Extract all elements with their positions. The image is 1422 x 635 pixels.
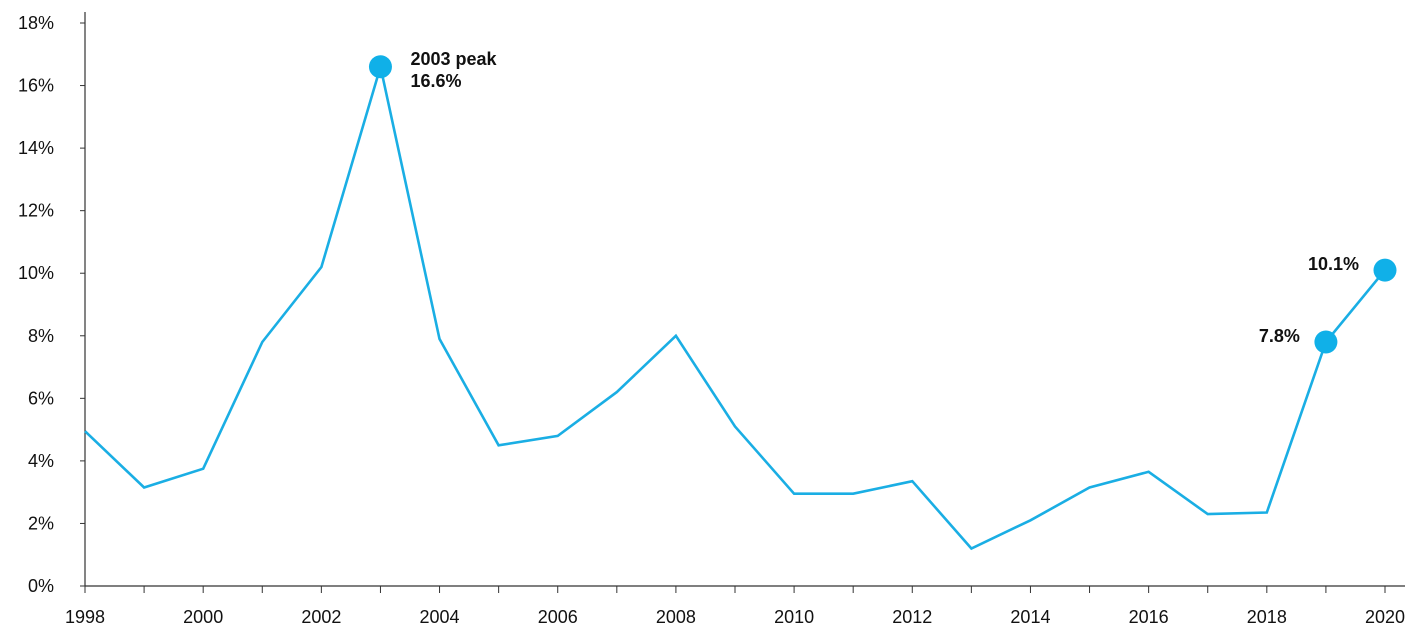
x-tick-label: 2012	[892, 607, 932, 627]
y-tick-label: 18%	[18, 13, 54, 33]
x-tick-label: 2002	[301, 607, 341, 627]
x-tick-label: 2016	[1129, 607, 1169, 627]
x-tick-label: 2014	[1010, 607, 1050, 627]
x-tick-label: 2020	[1365, 607, 1405, 627]
y-tick-label: 12%	[18, 201, 54, 221]
x-tick-label: 2006	[538, 607, 578, 627]
highlight-point	[1314, 330, 1338, 354]
highlight-point	[1373, 258, 1397, 282]
x-tick-label: 2004	[420, 607, 460, 627]
y-tick-label: 4%	[28, 451, 54, 471]
y-tick-label: 16%	[18, 76, 54, 96]
annotation-label: 2003 peak	[410, 49, 497, 69]
annotation-label: 7.8%	[1259, 326, 1300, 346]
y-tick-label: 6%	[28, 388, 54, 408]
y-tick-label: 8%	[28, 326, 54, 346]
y-tick-label: 2%	[28, 513, 54, 533]
series-line	[84, 66, 1387, 551]
x-tick-label: 1998	[65, 607, 105, 627]
y-tick-label: 14%	[18, 138, 54, 158]
x-tick-label: 2000	[183, 607, 223, 627]
highlight-point	[368, 55, 392, 79]
annotation-label: 16.6%	[410, 71, 461, 91]
annotation-label: 10.1%	[1308, 254, 1359, 274]
y-tick-label: 0%	[28, 576, 54, 596]
x-axis: 1998 2000 2002 2004 2006 2008 2010 2012 2014 2016…	[65, 585, 1405, 627]
y-tick-label: 10%	[18, 263, 54, 283]
y-axis: 0% 2% 4% 6% 8% 10% 12% 14% 16% 18%	[18, 12, 86, 596]
series-layer	[84, 66, 1387, 551]
x-tick-label: 2018	[1247, 607, 1287, 627]
x-tick-label: 2008	[656, 607, 696, 627]
x-tick-label: 2010	[774, 607, 814, 627]
